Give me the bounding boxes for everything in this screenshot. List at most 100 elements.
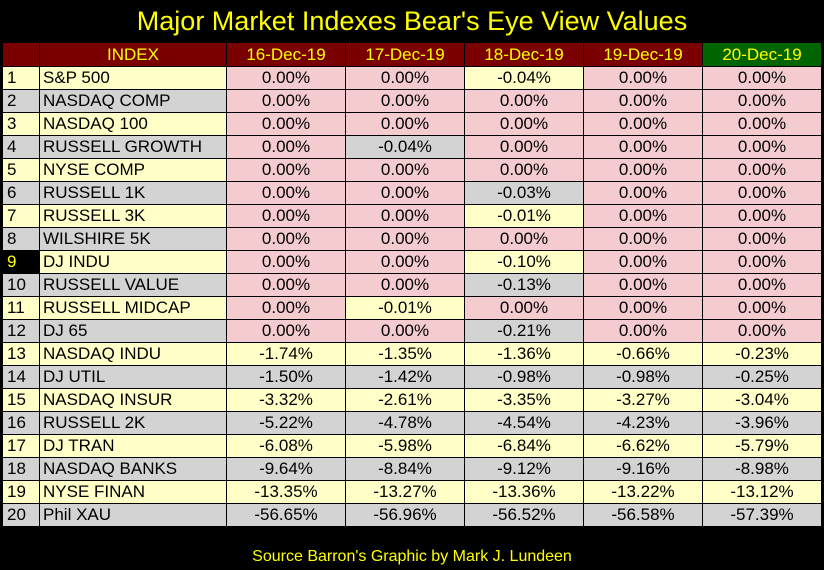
value-cell: -1.42% [345, 365, 465, 389]
value-cell: -56.65% [226, 503, 346, 527]
value-cell: -56.96% [345, 503, 465, 527]
value-cell: -4.78% [345, 411, 465, 435]
value-cell: 0.00% [583, 158, 703, 182]
value-cell: 0.00% [464, 89, 584, 113]
rank-cell: 15 [2, 388, 40, 412]
rank-cell: 4 [2, 135, 40, 159]
column-header-index: INDEX [39, 42, 227, 67]
value-cell: -6.62% [583, 434, 703, 458]
value-cell: 0.00% [702, 89, 822, 113]
value-cell: -5.98% [345, 434, 465, 458]
rank-cell: 9 [2, 250, 40, 274]
table-row: 14 DJ UTIL -1.50% -1.42% -0.98% -0.98% -0.25% [2, 365, 822, 389]
index-name-cell: RUSSELL 1K [39, 181, 227, 205]
table-row: 18 NASDAQ BANKS -9.64% -8.84% -9.12% -9.16% -8… [2, 457, 822, 481]
index-name-cell: WILSHIRE 5K [39, 227, 227, 251]
source-credit: Source Barron's Graphic by Mark J. Lunde… [252, 548, 572, 565]
value-cell: -1.36% [464, 342, 584, 366]
value-cell: -0.98% [464, 365, 584, 389]
value-cell: 0.00% [583, 112, 703, 136]
value-cell: -1.35% [345, 342, 465, 366]
value-cell: 0.00% [583, 135, 703, 159]
bear-eye-view-table: INDEX 16-Dec-19 17-Dec-19 18-Dec-19 19-D… [2, 42, 822, 527]
index-name-cell: NASDAQ BANKS [39, 457, 227, 481]
value-cell: 0.00% [226, 273, 346, 297]
table-row: 13 NASDAQ INDU -1.74% -1.35% -1.36% -0.66% -0.… [2, 342, 822, 366]
value-cell: -13.35% [226, 480, 346, 504]
index-name-cell: NASDAQ 100 [39, 112, 227, 136]
value-cell: 0.00% [583, 89, 703, 113]
value-cell: 0.00% [345, 227, 465, 251]
value-cell: -0.13% [464, 273, 584, 297]
table-row: 10 RUSSELL VALUE 0.00% 0.00% -0.13% 0.00% 0.00… [2, 273, 822, 297]
table-row: 15 NASDAQ INSUR -3.32% -2.61% -3.35% -3.27% -3… [2, 388, 822, 412]
value-cell: -0.10% [464, 250, 584, 274]
table-row: 9 DJ INDU 0.00% 0.00% -0.10% 0.00% 0.00% [2, 250, 822, 274]
index-name-cell: NASDAQ COMP [39, 89, 227, 113]
table-row: 12 DJ 65 0.00% 0.00% -0.21% 0.00% 0.00% [2, 319, 822, 343]
value-cell: 0.00% [583, 319, 703, 343]
value-cell: 0.00% [583, 273, 703, 297]
value-cell: 0.00% [702, 135, 822, 159]
value-cell: 0.00% [226, 89, 346, 113]
index-name-cell: RUSSELL GROWTH [39, 135, 227, 159]
value-cell: -1.74% [226, 342, 346, 366]
value-cell: -9.64% [226, 457, 346, 481]
index-name-cell: RUSSELL VALUE [39, 273, 227, 297]
table-row: 2 NASDAQ COMP 0.00% 0.00% 0.00% 0.00% 0.00% [2, 89, 822, 113]
value-cell: -2.61% [345, 388, 465, 412]
table-row: 16 RUSSELL 2K -5.22% -4.78% -4.54% -4.23% -3.9… [2, 411, 822, 435]
rank-cell: 18 [2, 457, 40, 481]
value-cell: -0.01% [464, 204, 584, 228]
value-cell: 0.00% [226, 112, 346, 136]
value-cell: 0.00% [345, 250, 465, 274]
value-cell: -5.22% [226, 411, 346, 435]
index-name-cell: DJ INDU [39, 250, 227, 274]
value-cell: -3.27% [583, 388, 703, 412]
value-cell: -6.84% [464, 434, 584, 458]
column-header-date: 18-Dec-19 [464, 42, 584, 67]
chart-title: Major Market Indexes Bear's Eye View Val… [136, 6, 688, 36]
value-cell: -3.04% [702, 388, 822, 412]
rank-cell: 14 [2, 365, 40, 389]
value-cell: 0.00% [702, 181, 822, 205]
index-name-cell: RUSSELL 3K [39, 204, 227, 228]
value-cell: -0.01% [345, 296, 465, 320]
table-row: 5 NYSE COMP 0.00% 0.00% 0.00% 0.00% 0.00% [2, 158, 822, 182]
value-cell: 0.00% [583, 250, 703, 274]
value-cell: -6.08% [226, 434, 346, 458]
table-row: 7 RUSSELL 3K 0.00% 0.00% -0.01% 0.00% 0.00% [2, 204, 822, 228]
value-cell: 0.00% [464, 112, 584, 136]
value-cell: 0.00% [702, 204, 822, 228]
rank-cell: 11 [2, 296, 40, 320]
value-cell: -4.54% [464, 411, 584, 435]
value-cell: 0.00% [226, 158, 346, 182]
rank-cell: 13 [2, 342, 40, 366]
value-cell: 0.00% [226, 227, 346, 251]
table-row: 3 NASDAQ 100 0.00% 0.00% 0.00% 0.00% 0.00% [2, 112, 822, 136]
rank-cell: 10 [2, 273, 40, 297]
rank-cell: 2 [2, 89, 40, 113]
rank-cell: 17 [2, 434, 40, 458]
value-cell: -0.23% [702, 342, 822, 366]
table-row: 6 RUSSELL 1K 0.00% 0.00% -0.03% 0.00% 0.00% [2, 181, 822, 205]
rank-cell: 16 [2, 411, 40, 435]
value-cell: -8.84% [345, 457, 465, 481]
value-cell: 0.00% [226, 66, 346, 90]
table-row: 11 RUSSELL MIDCAP 0.00% -0.01% 0.00% 0.00% 0.0… [2, 296, 822, 320]
value-cell: -13.36% [464, 480, 584, 504]
column-header-date: 17-Dec-19 [345, 42, 465, 67]
value-cell: 0.00% [702, 66, 822, 90]
value-cell: -0.04% [464, 66, 584, 90]
value-cell: 0.00% [464, 135, 584, 159]
index-name-cell: NYSE COMP [39, 158, 227, 182]
index-name-cell: DJ 65 [39, 319, 227, 343]
value-cell: -0.66% [583, 342, 703, 366]
value-cell: -4.23% [583, 411, 703, 435]
value-cell: -9.12% [464, 457, 584, 481]
rank-cell: 12 [2, 319, 40, 343]
value-cell: 0.00% [702, 250, 822, 274]
header-row: INDEX 16-Dec-19 17-Dec-19 18-Dec-19 19-D… [2, 42, 822, 67]
column-header-date: 16-Dec-19 [226, 42, 346, 67]
rank-cell: 8 [2, 227, 40, 251]
